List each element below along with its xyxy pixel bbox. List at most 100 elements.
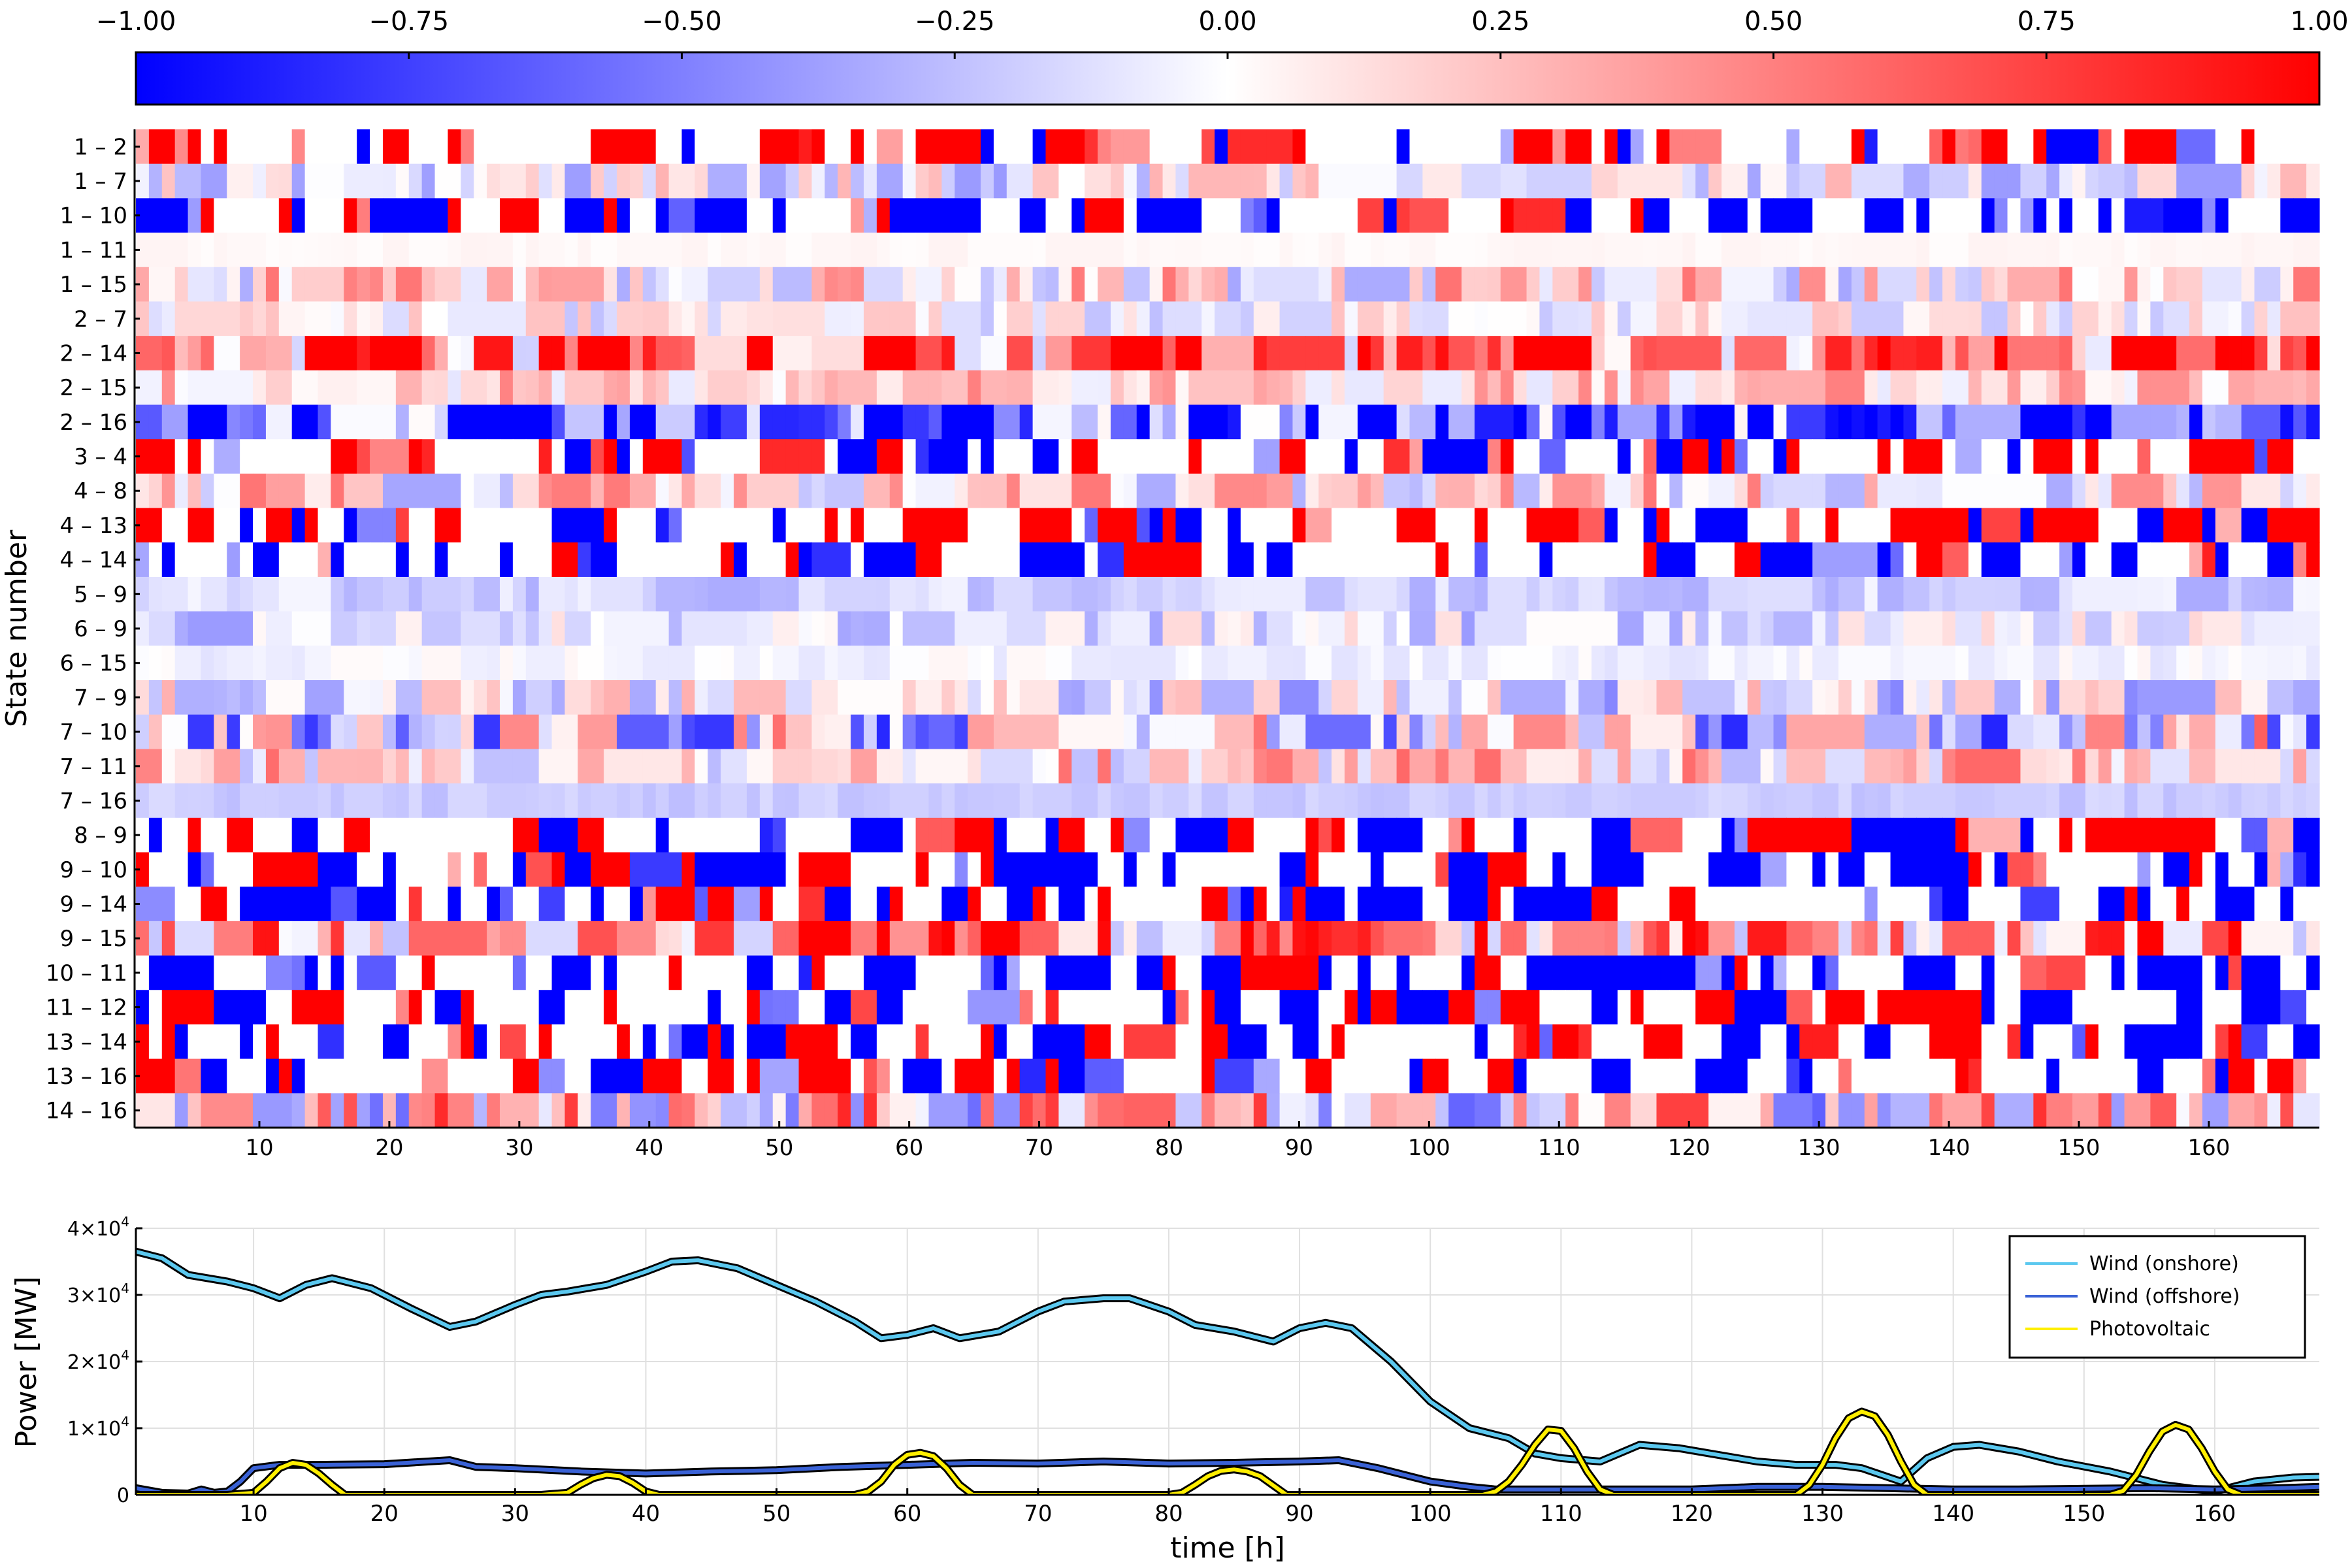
heatmap-cell [2176, 852, 2190, 887]
heatmap-cell [668, 473, 683, 509]
heatmap-cell [1409, 542, 1423, 578]
heatmap-cell [1462, 473, 1475, 509]
heatmap-cell [2293, 198, 2307, 233]
heatmap-cell [1058, 301, 1072, 336]
heatmap-cell [1565, 163, 1579, 199]
heatmap-cell [785, 129, 800, 165]
heatmap-cell [1201, 198, 1215, 233]
heatmap-cell [1916, 1058, 1930, 1094]
heatmap-cell [1760, 542, 1774, 578]
heatmap-cell [1890, 508, 1904, 543]
heatmap-cell [1877, 955, 1891, 990]
heatmap-cell [1201, 576, 1215, 612]
heatmap-cell [1955, 1093, 1969, 1128]
heatmap-cell [2293, 233, 2307, 268]
heatmap-cell [448, 473, 461, 509]
heatmap-cell [1539, 370, 1553, 406]
heatmap-cell [1981, 817, 1995, 853]
heatmap-cell [1838, 1093, 1852, 1128]
heatmap-cell [1929, 611, 1943, 646]
heatmap-cell [2007, 611, 2021, 646]
heatmap-cell [941, 198, 955, 233]
heatmap-cell [1708, 542, 1722, 578]
heatmap-cell [1305, 542, 1319, 578]
heatmap-cell [981, 611, 994, 646]
heatmap-cell [746, 129, 760, 165]
heatmap-cell [2306, 887, 2320, 922]
heatmap-cell [1357, 233, 1371, 268]
heatmap-cell [2072, 198, 2086, 233]
heatmap-cell [785, 680, 800, 715]
heatmap-cell [2306, 473, 2320, 509]
heatmap-cell [434, 198, 449, 233]
heatmap-cell [136, 542, 150, 578]
heatmap-cell [578, 404, 591, 440]
heatmap-cell [1448, 680, 1462, 715]
heatmap-cell [955, 370, 968, 406]
heatmap-cell [825, 301, 838, 336]
heatmap-cell [538, 852, 553, 887]
heatmap-cell [500, 749, 514, 784]
heatmap-cell [2306, 783, 2320, 819]
heatmap-cell [1643, 198, 1658, 233]
heatmap-cell [1708, 955, 1722, 990]
heatmap-cell [395, 370, 410, 406]
heatmap-cell [1474, 198, 1488, 233]
heatmap-cell [408, 163, 423, 199]
heatmap-cell [148, 473, 163, 509]
heatmap-cell [655, 473, 670, 509]
heatmap-cell [1085, 576, 1098, 612]
heatmap-cell [1890, 576, 1904, 612]
heatmap-cell [811, 1058, 825, 1094]
heatmap-cell [1851, 990, 1865, 1025]
heatmap-cell [1513, 129, 1527, 165]
heatmap-cell [1435, 611, 1449, 646]
heatmap-cell [928, 817, 942, 853]
heatmap-cell [864, 1093, 877, 1128]
heatmap-cell [253, 233, 267, 268]
heatmap-cell [1383, 1093, 1397, 1128]
heatmap-cell [1565, 336, 1579, 371]
heatmap-cell [2293, 1093, 2307, 1128]
heatmap-cell [2202, 645, 2216, 681]
heatmap-cell [474, 576, 487, 612]
heatmap-cell [2007, 576, 2021, 612]
heatmap-cell [2020, 198, 2034, 233]
heatmap-cell [1162, 129, 1177, 165]
heatmap-cell [785, 817, 800, 853]
heatmap-cell [1578, 129, 1592, 165]
heatmap-cell [2072, 439, 2086, 474]
heatmap-cell [681, 955, 695, 990]
heatmap-cell [318, 336, 331, 371]
heatmap-cell [1228, 1024, 1241, 1060]
heatmap-cell [681, 645, 695, 681]
heatmap-cell [1773, 990, 1787, 1025]
heatmap-cell [1578, 267, 1592, 302]
heatmap-cell [876, 576, 890, 612]
heatmap-cell [434, 645, 449, 681]
heatmap-cell [1513, 267, 1527, 302]
colorbar: −1.00 −0.75 −0.50 −0.25 0.00 0.25 0.50 0.75 1.00 [96, 7, 2349, 106]
heatmap-row-label: 13 – 14 [46, 1029, 127, 1055]
heatmap-cell [915, 611, 930, 646]
heatmap-cell [1215, 921, 1228, 956]
heatmap-cell [1215, 370, 1228, 406]
heatmap-cell [291, 301, 306, 336]
heatmap-cell [2267, 542, 2281, 578]
heatmap-cell [1578, 749, 1592, 784]
heatmap-cell [2007, 645, 2021, 681]
heatmap-cell [1838, 233, 1852, 268]
heatmap-cell [1903, 921, 1917, 956]
heatmap-cell [1123, 439, 1137, 474]
heatmap-cell [864, 198, 877, 233]
heatmap-cell [708, 990, 721, 1025]
heatmap-cell [1526, 542, 1541, 578]
heatmap-cell [746, 783, 760, 819]
heatmap-cell [655, 198, 670, 233]
heatmap-cell [629, 817, 644, 853]
heatmap-cell [291, 129, 306, 165]
heatmap-cell [1773, 1024, 1787, 1060]
heatmap-cell [2293, 921, 2307, 956]
heatmap-cell [2293, 404, 2307, 440]
heatmap-cell [2267, 852, 2281, 887]
